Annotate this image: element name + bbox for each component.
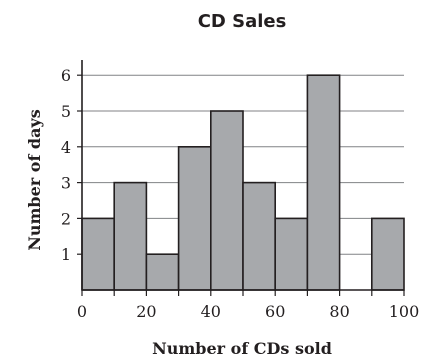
x-tick-label-60: 60 bbox=[265, 302, 285, 321]
y-tick-label-1: 1 bbox=[61, 245, 71, 264]
y-tick-label-3: 3 bbox=[61, 174, 71, 193]
x-tick-labels: 0 20 40 60 80 100 bbox=[77, 302, 419, 321]
x-tick-label-20: 20 bbox=[136, 302, 156, 321]
y-tick-label-6: 6 bbox=[61, 66, 71, 85]
bar-50-60 bbox=[242, 181, 277, 291]
chart-title: CD Sales bbox=[198, 11, 287, 32]
bar-70-80 bbox=[306, 74, 341, 291]
bar-40-50 bbox=[210, 110, 244, 291]
x-tick-label-80: 80 bbox=[329, 302, 349, 321]
y-tick-label-2: 2 bbox=[61, 209, 71, 228]
x-tick-label-0: 0 bbox=[77, 302, 87, 321]
bar-90-100 bbox=[370, 217, 405, 291]
bar-60-70 bbox=[274, 217, 309, 291]
y-tick-labels: 1 2 3 4 5 6 bbox=[61, 66, 71, 264]
y-tick-label-5: 5 bbox=[61, 102, 71, 121]
bars bbox=[81, 74, 405, 291]
bar-0-10 bbox=[81, 217, 116, 291]
bar-30-40 bbox=[177, 146, 212, 291]
bar-10-20 bbox=[113, 181, 148, 291]
x-tick-label-100: 100 bbox=[389, 302, 420, 321]
x-axis-label: Number of CDs sold bbox=[152, 339, 332, 358]
x-tick-label-40: 40 bbox=[201, 302, 221, 321]
y-tick-label-4: 4 bbox=[61, 138, 71, 157]
axes bbox=[77, 60, 405, 296]
bar-20-30 bbox=[145, 253, 180, 291]
y-axis-label: Number of days bbox=[25, 109, 44, 251]
